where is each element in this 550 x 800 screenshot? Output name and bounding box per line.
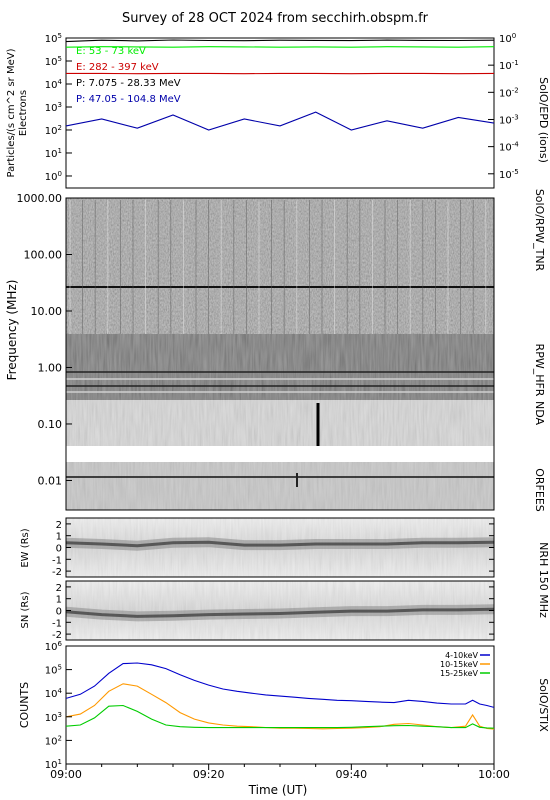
epd-panel: E: 53 - 73 keV E: 282 - 397 keV P: 7.075 -… [6,32,550,189]
epd-legend-2: P: 7.075 - 28.33 MeV [76,78,181,89]
epd-ytick-label-6: 105 [45,32,62,45]
stix-ytick-label-1: 102 [45,734,62,747]
stix-ytick-label-3: 104 [45,687,63,700]
xtick-label-2: 09:40 [335,768,367,781]
figure-title: Survey of 28 OCT 2024 from secchirh.obsp… [122,11,429,26]
band-label-3: ORFEES [533,468,546,512]
ew-ytick-label-2: 0 [56,544,62,555]
sn-ytick-label-1: -1 [52,618,62,629]
epd-legend-1: E: 282 - 397 keV [76,62,159,73]
radio-ytick-label-3: 10.00 [31,305,63,318]
ew-ytick-label-1: -1 [52,555,62,566]
sn-ytick-label-0: -2 [52,630,62,641]
epd-ylabel2: Electrons [18,90,29,136]
stix-instrument-label: SolO/STIX [537,678,550,732]
ew-ylabel: EW (Rs) [20,528,31,567]
xtick-label-0: 09:00 [50,768,82,781]
time-axis: 09:00 09:20 09:40 10:00 [50,764,510,781]
radio-gap [66,446,494,462]
stix-legend-2: 15-25keV [440,669,479,678]
ew-ytick-label-3: 1 [56,532,62,543]
stix-ytick-label-2: 103 [45,711,62,724]
epd-instrument-label: SolO/EPD (ions) [537,77,550,163]
ew-trace [66,540,494,548]
stix-series-0 [66,662,494,708]
epd-legend-0: E: 53 - 73 keV [76,46,146,57]
radio-panel: 0.01 0.10 1.00 10.00 100.00 1000.00 Frequency… [5,189,546,512]
epd-ytick-label-2: 102 [45,124,62,137]
epd-y2tick-label-0: 10-5 [499,168,519,181]
epd-y2tick-label-5: 100 [499,32,516,45]
sn-ytick-label-2: 0 [56,607,62,618]
nrh-instrument-label: NRH 150 MHz [537,542,550,618]
sn-ylabel: SN (Rs) [20,591,31,628]
sn-ytick-label-4: 2 [56,583,62,594]
radio-ytick-label-4: 100.00 [24,248,63,261]
band-label-1: RPW_HFR [533,344,546,397]
epd-ytick-label-3: 103 [45,101,62,114]
radio-ytick-label-2: 1.00 [38,361,63,374]
radio-ylabel: Frequency (MHz) [5,280,19,381]
band-label-0: SolO/RPW_TNR [533,189,546,272]
radio-ytick-label-1: 0.10 [38,418,63,431]
ew-ytick-label-4: 2 [56,520,62,531]
epd-ytick-label-4: 104 [45,78,63,91]
epd-ytick-label-5: 105 [45,55,62,68]
stix-ylabel: COUNTS [18,682,31,728]
epd-y2tick-label-4: 10-1 [499,59,519,72]
sn-trace [66,607,494,618]
xtick-label-3: 10:00 [478,768,510,781]
epd-y2tick-label-2: 10-3 [499,113,519,126]
stix-ytick-label-4: 105 [45,664,62,677]
stix-series-2 [66,704,494,729]
radio-ytick-label-5: 1000.00 [17,192,63,205]
stix-ytick-label-5: 106 [45,640,63,653]
epd-y2tick-label-1: 10-4 [499,141,519,154]
sn-ytick-label-3: 1 [56,595,62,606]
epd-y2tick-label-3: 10-2 [499,86,519,99]
radio-ytick-label-0: 0.01 [38,474,63,487]
x-axis-label: Time (UT) [248,783,308,797]
band-label-2: NDA [533,401,546,426]
epd-series-0 [66,46,494,48]
epd-series-3 [66,111,494,131]
stix-legend-1: 10-15keV [440,660,479,669]
epd-ytick-label-1: 101 [45,147,62,160]
epd-ytick-label-0: 100 [45,170,62,183]
stix-legend-0: 4-10keV [445,651,478,660]
xtick-label-1: 09:20 [193,768,225,781]
epd-legend-3: P: 47.05 - 104.8 MeV [76,94,181,105]
stix-ytick-label-0: 101 [45,758,62,771]
ew-ytick-label-0: -2 [52,567,62,578]
epd-series-2 [66,39,494,43]
epd-ylabel: Particles/(s cm^2 sr MeV) [6,48,17,177]
